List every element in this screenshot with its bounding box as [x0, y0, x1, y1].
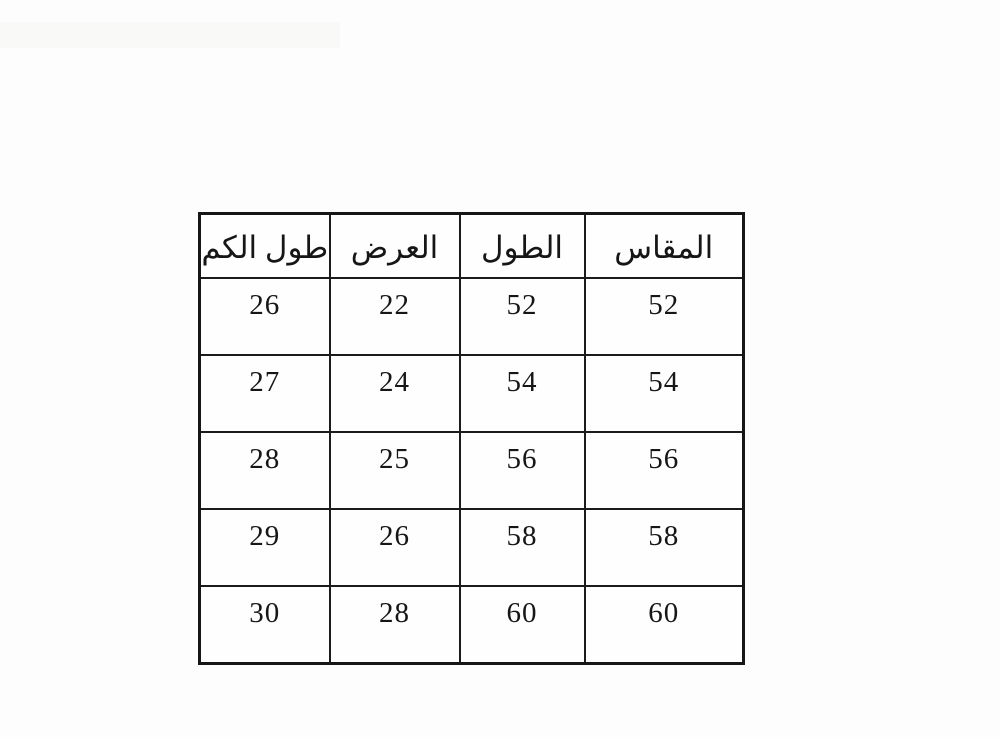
table-row: 60 60 28 30: [198, 585, 745, 665]
table-cell-sleeve-length: 30: [198, 585, 331, 665]
table-cell-width: 22: [328, 277, 461, 356]
table-cell-size: 60: [583, 585, 745, 665]
header-row: المقاس الطول العرض طول الكم: [198, 212, 745, 279]
table-row: 56 56 25 28: [198, 431, 745, 510]
table-cell-length: 60: [458, 585, 586, 665]
table-cell-width: 25: [328, 431, 461, 510]
scan-artifact: [0, 22, 340, 48]
size-table: المقاس الطول العرض طول الكم 52 52 22 26 …: [198, 212, 745, 665]
table-cell-sleeve-length: 29: [198, 508, 331, 587]
table-cell-width: 28: [328, 585, 461, 665]
table-cell-sleeve-length: 27: [198, 354, 331, 433]
table-cell-length: 52: [458, 277, 586, 356]
table-cell-length: 54: [458, 354, 586, 433]
table-cell-width: 26: [328, 508, 461, 587]
table-cell-size: 58: [583, 508, 745, 587]
table-cell-width: 24: [328, 354, 461, 433]
table-cell-size: 54: [583, 354, 745, 433]
table-row: 58 58 26 29: [198, 508, 745, 587]
table-cell-length: 56: [458, 431, 586, 510]
table-cell-length: 58: [458, 508, 586, 587]
header-cell-width: العرض: [328, 212, 461, 279]
table-row: 54 54 24 27: [198, 354, 745, 433]
table-cell-sleeve-length: 26: [198, 277, 331, 356]
header-cell-sleeve-length: طول الكم: [198, 212, 331, 279]
table-cell-size: 52: [583, 277, 745, 356]
table-cell-sleeve-length: 28: [198, 431, 331, 510]
table-cell-size: 56: [583, 431, 745, 510]
header-cell-size: المقاس: [583, 212, 745, 279]
header-cell-length: الطول: [458, 212, 586, 279]
table-row: 52 52 22 26: [198, 277, 745, 356]
